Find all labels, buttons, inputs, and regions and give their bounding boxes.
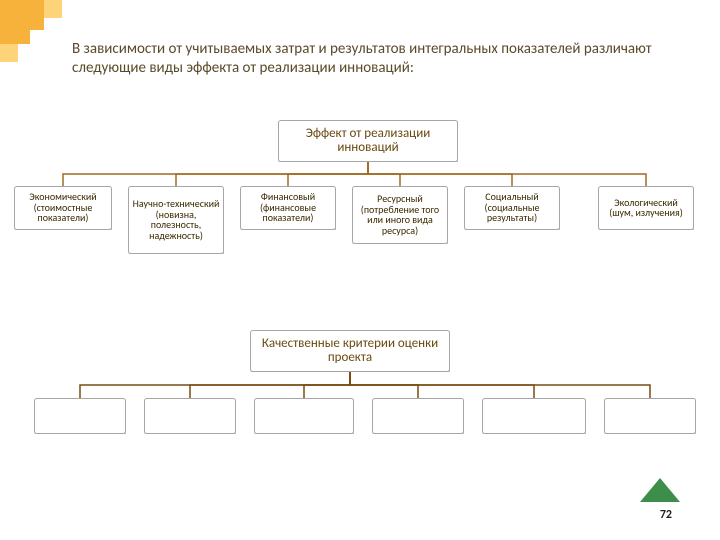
effect-leaf-5: Экологический (шум, излучения) bbox=[598, 186, 694, 230]
criteria-leaf-0: Общефирменные bbox=[34, 398, 126, 434]
effect-leaf-4: Социальный (социальные результаты) bbox=[464, 186, 560, 230]
criteria-leaf-5: Экологические bbox=[604, 398, 696, 434]
criteria-leaf-1: Рыночные bbox=[144, 398, 236, 434]
page-number: 72 bbox=[660, 508, 672, 522]
effect-leaf-1: Научно-технический (новизна, полезность,… bbox=[128, 186, 224, 254]
effect-leaf-0: Экономический (стоимостные показатели) bbox=[14, 186, 112, 230]
effect-leaf-3: Ресурсный (потребление того или иного ви… bbox=[352, 186, 448, 244]
criteria-leaf-3: Финансовые bbox=[372, 398, 464, 434]
criteria-leaf-2: Научно-технические bbox=[254, 398, 354, 434]
diagram-canvas: Эффект от реализации инноваций Экономичес… bbox=[0, 0, 720, 540]
effect-leaf-2: Финансовый (финансовые показатели) bbox=[240, 186, 336, 230]
criteria-root: Качественные критерии оценки проекта bbox=[250, 330, 450, 372]
criteria-leaf-4: Производственные bbox=[482, 398, 586, 434]
effects-root: Эффект от реализации инноваций bbox=[278, 120, 458, 162]
